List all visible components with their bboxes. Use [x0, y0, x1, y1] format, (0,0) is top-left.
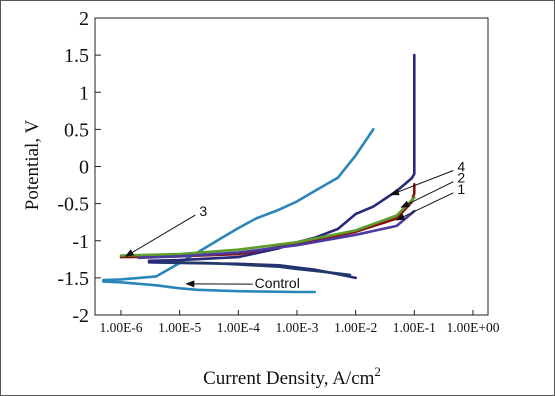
x-tick-label: 1.00E-3 [275, 320, 318, 335]
y-tick-label: 1.5 [64, 45, 89, 67]
annotation-label: 2 [457, 170, 465, 186]
annotation-arrow [400, 181, 454, 208]
y-tick-label: 2 [79, 8, 89, 30]
y-tick-label: -1 [72, 231, 89, 253]
x-tick-label: 1.00E-4 [217, 320, 260, 335]
x-axis-title: Current Density, A/cm2 [203, 364, 381, 389]
x-tick-label: 1.00E-6 [99, 320, 142, 335]
y-tick-label: 0 [79, 157, 89, 179]
series-line-1 [102, 280, 317, 294]
x-tick-label: 1.00E+00 [447, 320, 500, 335]
x-tick-label: 1.00E-2 [334, 320, 377, 335]
plot-area [94, 17, 489, 316]
series-line-7 [160, 260, 352, 277]
annotation-label: Control [255, 275, 300, 291]
x-axis-title-main: Current Density, A/cm [203, 368, 375, 389]
series-line-0 [102, 128, 375, 282]
series-line-6 [137, 209, 416, 260]
x-axis-title-superscript: 2 [374, 364, 381, 379]
x-tick-label: 1.00E-5 [158, 320, 201, 335]
annotations-layer: 3 Control 421 [124, 159, 465, 291]
curves-layer [102, 53, 416, 294]
series-line-2 [147, 53, 416, 263]
annotation-arrow [395, 192, 454, 221]
annotation-arrow [390, 170, 454, 196]
annotation-arrow [124, 214, 196, 257]
x-axis-ticks: 1.00E-6 1.00E-5 1.00E-4 1.00E-3 1.00E-2 1.00E… [99, 310, 500, 335]
y-tick-label: -0.5 [57, 194, 89, 216]
annotation-label: 4 [457, 159, 465, 175]
y-tick-label: 0.5 [64, 119, 89, 141]
y-axis-title: Potential, V [22, 120, 43, 211]
annotation-label: 3 [199, 203, 207, 219]
y-axis-ticks: 2 1.5 1 0.5 0 -0.5 -1 -1.5 -2 [57, 8, 101, 327]
y-tick-label: -1.5 [57, 268, 89, 290]
annotation-label: 1 [457, 181, 465, 197]
y-tick-label: -2 [72, 305, 89, 327]
y-tick-label: 1 [79, 82, 89, 104]
x-tick-label: 1.00E-1 [393, 320, 436, 335]
